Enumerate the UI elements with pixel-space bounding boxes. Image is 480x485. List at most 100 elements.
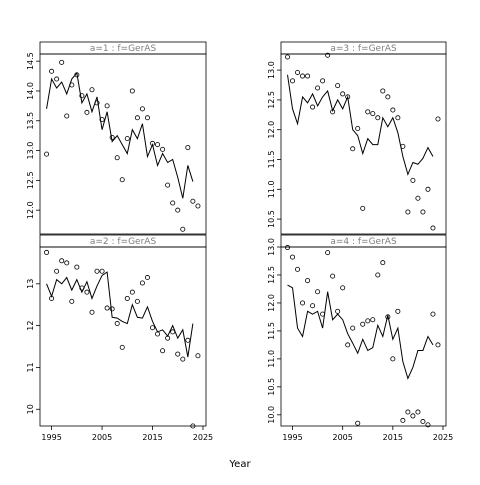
fitted-line <box>46 71 194 199</box>
panel-strip-label: a=3 : f=GerAS <box>330 44 397 54</box>
y-tick-label: 11.5 <box>267 322 276 340</box>
observed-point <box>380 88 386 94</box>
observed-point <box>395 308 401 314</box>
observed-point <box>185 145 191 151</box>
observed-point <box>435 116 441 122</box>
observed-point <box>335 83 341 89</box>
y-tick-label: 10 <box>26 404 35 414</box>
observed-point <box>370 111 376 117</box>
observed-point <box>290 254 296 260</box>
panel-4: a=4 : f=GerAS 10.0 10.5 11.0 11.5 12.0 12.5 13.… <box>267 234 453 442</box>
fitted-line <box>287 284 434 380</box>
observed-point <box>64 113 70 119</box>
observed-point <box>430 225 436 231</box>
observed-point <box>405 409 411 415</box>
observed-point <box>54 268 60 274</box>
observed-point <box>405 209 411 215</box>
y-tick-label: 12.5 <box>267 91 276 109</box>
observed-point <box>370 317 376 323</box>
observed-point <box>134 298 140 304</box>
observed-point <box>400 417 406 423</box>
panel-strip-label: a=4 : f=GerAS <box>330 237 397 247</box>
observed-point <box>64 260 70 266</box>
y-tick-label: 14.5 <box>26 52 35 70</box>
observed-point <box>365 318 371 324</box>
y-tick-label: 12.0 <box>267 294 276 312</box>
observed-point <box>89 309 95 315</box>
observed-point <box>340 91 346 97</box>
y-tick-label: 10.5 <box>267 210 276 228</box>
observed-point <box>54 76 60 82</box>
observed-point <box>375 272 381 278</box>
observed-point <box>119 177 125 183</box>
observed-point <box>410 413 416 419</box>
observed-point <box>295 69 301 75</box>
observed-point <box>129 88 135 94</box>
y-tick-label: 13 <box>26 279 35 289</box>
observed-point <box>390 356 396 362</box>
observed-point <box>325 250 331 256</box>
observed-point <box>170 200 176 206</box>
observed-point <box>350 325 356 331</box>
y-tick-label: 14.0 <box>26 82 35 100</box>
y-tick-label: 12.0 <box>267 121 276 139</box>
y-tick-label: 11.0 <box>267 180 276 198</box>
observed-point <box>119 344 125 350</box>
observed-point <box>305 73 311 79</box>
observed-point <box>320 78 326 84</box>
observed-point <box>410 177 416 183</box>
x-axis-label: Year <box>228 459 251 470</box>
observed-point <box>190 198 196 204</box>
observed-point <box>180 226 186 232</box>
y-tick-label: 12 <box>26 321 35 331</box>
observed-point <box>390 107 396 113</box>
y-tick-label: 12.5 <box>26 171 35 189</box>
y-tick-label: 12.5 <box>267 266 276 284</box>
observed-point <box>365 109 371 115</box>
observed-point <box>89 87 95 93</box>
observed-point <box>290 78 296 84</box>
observed-point <box>180 356 186 362</box>
observed-point <box>435 342 441 348</box>
observed-point <box>114 155 120 161</box>
observed-point <box>300 300 306 306</box>
observed-point <box>129 289 135 295</box>
observed-point <box>430 311 436 317</box>
observed-point <box>285 54 291 60</box>
plot-area-frame <box>39 53 207 235</box>
x-tick-label: 2005 <box>92 433 112 442</box>
observed-point <box>79 93 85 99</box>
observed-point <box>325 52 331 58</box>
observed-point <box>195 203 201 209</box>
observed-point <box>315 289 321 295</box>
observed-point <box>315 85 321 91</box>
y-tick-label: 10.5 <box>267 378 276 396</box>
observed-point <box>124 295 130 301</box>
observed-point <box>144 115 150 121</box>
x-tick-label: 1995 <box>282 433 302 442</box>
y-tick-label: 11 <box>26 362 35 372</box>
y-tick-label: 13.0 <box>26 142 35 160</box>
observed-point <box>59 258 65 264</box>
observed-point <box>355 126 361 132</box>
observed-point <box>425 186 431 192</box>
observed-point <box>99 117 105 123</box>
observed-point <box>420 419 426 425</box>
y-tick-label: 13.0 <box>267 238 276 256</box>
observed-point <box>49 68 55 74</box>
observed-point <box>385 94 391 100</box>
observed-point <box>340 285 346 291</box>
y-tick-label: 11.0 <box>267 350 276 368</box>
observed-point <box>175 351 181 357</box>
panel-2: a=3 : f=GerAS 10.5 11.0 11.5 12.0 12.5 13.0 <box>267 41 447 235</box>
observed-point <box>44 151 50 157</box>
fitted-line <box>46 271 194 358</box>
observed-point <box>134 115 140 121</box>
panels: a=1 : f=GerAS 12.0 12.5 13.0 13.5 14.0 14.5 a=3… <box>26 41 453 442</box>
observed-point <box>160 146 166 152</box>
observed-point <box>104 305 110 311</box>
panel-strip-label: a=1 : f=GerAS <box>90 44 157 54</box>
observed-point <box>415 409 421 415</box>
observed-point <box>345 342 351 348</box>
